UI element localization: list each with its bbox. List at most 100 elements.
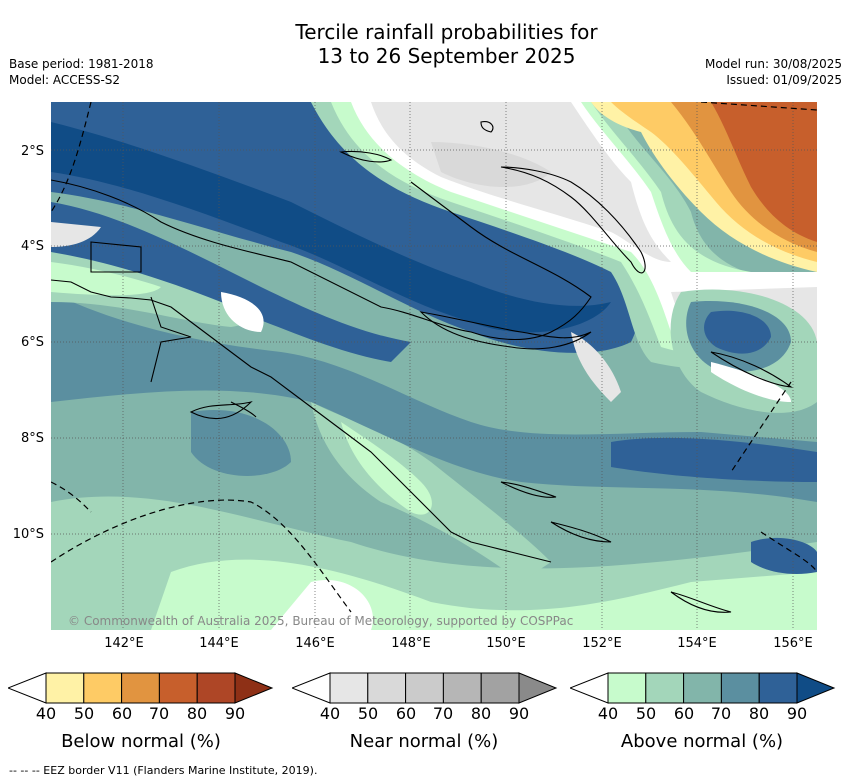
above-normal-colorbar — [570, 672, 836, 704]
west-grey-patch — [51, 222, 101, 247]
lon-label-146e: 146°E — [295, 636, 335, 651]
below-tick: 80 — [186, 704, 208, 723]
rossel-islets — [670, 591, 732, 613]
colorbar-swatch — [758, 672, 798, 704]
eez-southwest — [51, 481, 92, 513]
above-tick: 50 — [635, 704, 657, 723]
coastlines — [51, 121, 793, 613]
solomon-white — [711, 362, 791, 402]
east-blue-band — [611, 437, 817, 482]
eez-west — [51, 102, 92, 213]
above-max-arrow — [796, 672, 836, 704]
west-teal-patch — [191, 410, 291, 476]
lat-label-2s: 2°S — [20, 144, 44, 159]
below-tick: 90 — [224, 704, 246, 723]
near-tick: 40 — [319, 704, 341, 723]
model-info: Base period: 1981-2018 Model: ACCESS-S2 — [9, 56, 154, 88]
below-tick: 40 — [35, 704, 57, 723]
near-normal-title: Near normal (%) — [349, 731, 499, 752]
ne-grey-core — [431, 142, 551, 187]
lon-label-142e: 142°E — [104, 636, 144, 651]
near-normal-colorbar — [292, 672, 558, 704]
eez-south — [51, 499, 352, 613]
near-max-arrow — [518, 672, 558, 704]
lon-label-150e: 150°E — [486, 636, 526, 651]
colorbar-swatch — [367, 672, 407, 704]
ne-red-orange — [711, 102, 817, 242]
coast-detail — [230, 401, 257, 418]
eez-east — [730, 381, 792, 473]
above-tick: 60 — [673, 704, 695, 723]
model-name: Model: ACCESS-S2 — [9, 73, 121, 87]
lon-label-148e: 148°E — [391, 636, 431, 651]
below-tick: 50 — [73, 704, 95, 723]
lat-label-6s: 6°S — [20, 335, 44, 350]
eez-southeast — [760, 531, 817, 573]
below-max-arrow — [234, 672, 274, 704]
above-tick: 70 — [710, 704, 732, 723]
colorbar-swatch — [480, 672, 520, 704]
map-title: Tercile rainfall probabilities for 13 to… — [0, 20, 850, 68]
below-tick: 70 — [148, 704, 170, 723]
map-svg — [51, 102, 817, 630]
model-run: Model run: 30/08/2025 — [704, 57, 842, 71]
above-tick: 40 — [597, 704, 619, 723]
east-grey-wedge — [571, 332, 621, 402]
eez-footnote: -- -- -- EEZ border V11 (Flanders Marine… — [9, 764, 318, 777]
title-line-1: Tercile rainfall probabilities for — [295, 20, 598, 44]
below-normal-colorbar — [8, 672, 274, 704]
colorbar-swatch — [720, 672, 760, 704]
copyright-credit: © Commonwealth of Australia 2025, Bureau… — [68, 614, 574, 628]
se-blue-patch — [751, 537, 817, 574]
border-line — [150, 296, 192, 383]
below-normal-title: Below normal (%) — [61, 731, 221, 752]
lon-label-152e: 152°E — [582, 636, 622, 651]
above-swatches — [607, 672, 798, 704]
eez-borders — [51, 102, 817, 613]
below-swatches — [45, 672, 236, 704]
colorbar-swatch — [45, 672, 85, 704]
run-info: Model run: 30/08/2025 Issued: 01/09/2025 — [705, 56, 842, 88]
near-tick: 70 — [432, 704, 454, 723]
above-normal-title: Above normal (%) — [620, 731, 784, 752]
colorbar-swatch — [645, 672, 685, 704]
north-islet — [480, 121, 494, 133]
south-white-patch — [271, 580, 373, 630]
lon-label-156e: 156°E — [773, 636, 813, 651]
probability-map — [51, 102, 817, 630]
colorbar-swatch — [83, 672, 123, 704]
above-tick: 90 — [786, 704, 808, 723]
colorbar-swatch — [329, 672, 369, 704]
colorbar-swatch — [683, 672, 722, 704]
near-tick: 60 — [395, 704, 417, 723]
solomon-blue — [704, 310, 771, 354]
central-light-green — [341, 422, 432, 515]
west-light-rim — [51, 262, 161, 296]
trobriand-islands — [500, 481, 557, 498]
near-tick: 50 — [357, 704, 379, 723]
near-tick: 90 — [508, 704, 530, 723]
louisiade-islands — [550, 521, 612, 543]
below-min-arrow — [8, 672, 47, 704]
lat-label-4s: 4°S — [20, 239, 44, 254]
new-guinea-south-coast — [51, 279, 552, 563]
below-tick: 60 — [111, 704, 133, 723]
new-guinea-north-coast — [51, 179, 592, 341]
above-tick: 80 — [748, 704, 770, 723]
near-min-arrow — [292, 672, 331, 704]
issued-date: Issued: 01/09/2025 — [726, 73, 842, 87]
lat-label-10s: 10°S — [12, 527, 44, 542]
west-white-patch — [221, 292, 264, 332]
title-line-2: 13 to 26 September 2025 — [317, 44, 576, 68]
lon-label-144e: 144°E — [199, 636, 239, 651]
lon-label-154e: 154°E — [677, 636, 717, 651]
north-dark-core — [51, 122, 611, 333]
west-border-box — [90, 241, 142, 273]
near-tick: 80 — [470, 704, 492, 723]
graticule — [51, 102, 817, 630]
colorbar-swatch — [121, 672, 160, 704]
above-min-arrow — [570, 672, 609, 704]
solomon-islands — [710, 351, 793, 388]
new-ireland — [500, 166, 646, 274]
manus-island — [339, 150, 393, 163]
